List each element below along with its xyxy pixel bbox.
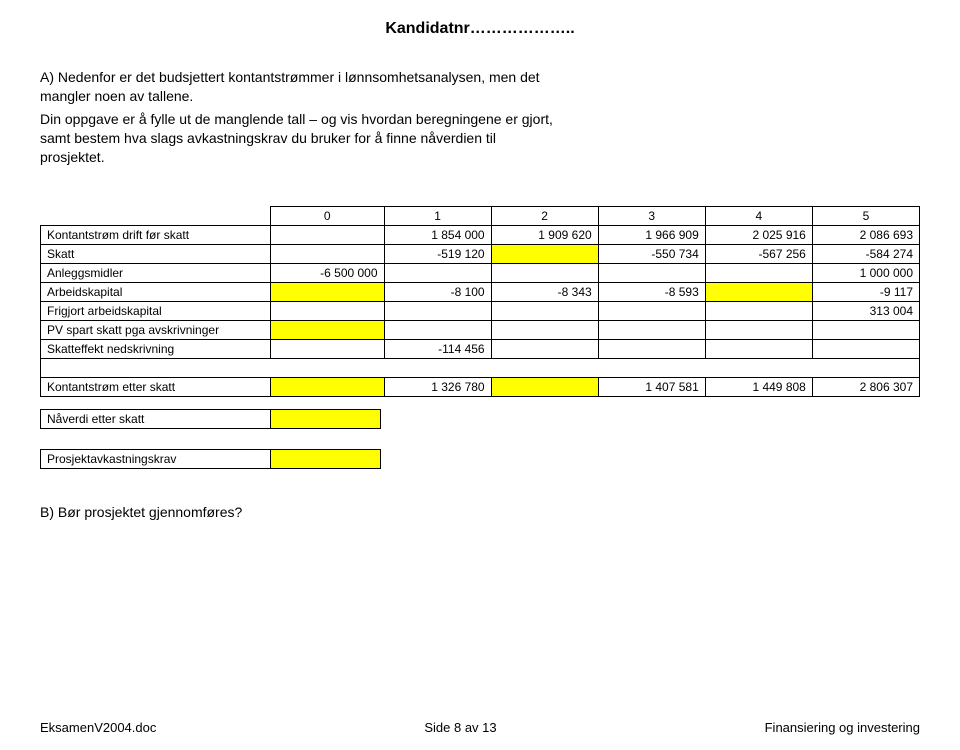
year-4: 4 <box>705 207 812 226</box>
spacer-row <box>41 359 920 378</box>
cell <box>705 340 812 359</box>
krav-table: Prosjektavkastningskrav <box>40 449 381 469</box>
year-5: 5 <box>812 207 919 226</box>
row-label: Arbeidskapital <box>41 283 271 302</box>
intro-paragraph-2: Din oppgave er å fylle ut de manglende t… <box>40 110 560 167</box>
cell: -584 274 <box>812 245 919 264</box>
naverdi-value <box>271 410 381 429</box>
row-label: Kontantstrøm drift før skatt <box>41 226 271 245</box>
row-label: Anleggsmidler <box>41 264 271 283</box>
naverdi-label: Nåverdi etter skatt <box>41 410 271 429</box>
cell <box>271 226 385 245</box>
question-b: B) Bør prosjektet gjennomføres? <box>40 504 920 520</box>
row-label: Skatteffekt nedskrivning <box>41 340 271 359</box>
cell <box>491 245 598 264</box>
cell: 2 086 693 <box>812 226 919 245</box>
cell <box>491 321 598 340</box>
krav-value <box>271 450 381 469</box>
document-page: Kandidatnr……………….. A) Nedenfor er det bu… <box>0 0 960 750</box>
cell <box>491 302 598 321</box>
cell: 1 909 620 <box>491 226 598 245</box>
cell <box>271 378 385 397</box>
cell: -8 100 <box>384 283 491 302</box>
cell <box>598 321 705 340</box>
row-label: PV spart skatt pga avskrivninger <box>41 321 271 340</box>
cell <box>271 245 385 264</box>
cell <box>812 321 919 340</box>
row-drift: Kontantstrøm drift før skatt1 854 0001 9… <box>41 226 920 245</box>
cell: -114 456 <box>384 340 491 359</box>
page-footer: EksamenV2004.doc Side 8 av 13 Finansieri… <box>40 720 920 735</box>
cell <box>598 302 705 321</box>
cell <box>705 302 812 321</box>
cell <box>384 302 491 321</box>
cell <box>384 321 491 340</box>
cell <box>491 264 598 283</box>
cell <box>705 283 812 302</box>
cell: 2 025 916 <box>705 226 812 245</box>
empty-header <box>41 207 271 226</box>
cell: -567 256 <box>705 245 812 264</box>
cell <box>598 340 705 359</box>
cell <box>271 321 385 340</box>
row-pv-spart: PV spart skatt pga avskrivninger <box>41 321 920 340</box>
cell: -8 343 <box>491 283 598 302</box>
footer-center: Side 8 av 13 <box>424 720 496 735</box>
cell <box>491 378 598 397</box>
cell: 1 326 780 <box>384 378 491 397</box>
cell <box>705 321 812 340</box>
intro-paragraph-1: A) Nedenfor er det budsjettert kontantst… <box>40 68 560 106</box>
cell <box>491 340 598 359</box>
row-skatt: Skatt -519 120 -550 734-567 256-584 274 <box>41 245 920 264</box>
cell: -6 500 000 <box>271 264 385 283</box>
cell: 1 966 909 <box>598 226 705 245</box>
year-3: 3 <box>598 207 705 226</box>
cell: 1 449 808 <box>705 378 812 397</box>
row-skatteffekt: Skatteffekt nedskrivning -114 456 <box>41 340 920 359</box>
cell <box>598 264 705 283</box>
cell: 313 004 <box>812 302 919 321</box>
year-0: 0 <box>271 207 385 226</box>
cell: -8 593 <box>598 283 705 302</box>
naverdi-table: Nåverdi etter skatt <box>40 409 381 429</box>
cell: -550 734 <box>598 245 705 264</box>
cell: 2 806 307 <box>812 378 919 397</box>
cell: -9 117 <box>812 283 919 302</box>
row-frigjort: Frigjort arbeidskapital 313 004 <box>41 302 920 321</box>
cell: -519 120 <box>384 245 491 264</box>
intro-text: A) Nedenfor er det budsjettert kontantst… <box>40 68 560 166</box>
year-1: 1 <box>384 207 491 226</box>
cell <box>271 283 385 302</box>
cell: 1 407 581 <box>598 378 705 397</box>
cell <box>384 264 491 283</box>
cell <box>812 340 919 359</box>
row-etter-skatt: Kontantstrøm etter skatt 1 326 780 1 407 5… <box>41 378 920 397</box>
cell <box>705 264 812 283</box>
year-2: 2 <box>491 207 598 226</box>
page-header: Kandidatnr……………….. <box>40 20 920 38</box>
row-anlegg: Anleggsmidler-6 500 000 1 000 000 <box>41 264 920 283</box>
row-label: Kontantstrøm etter skatt <box>41 378 271 397</box>
row-label: Frigjort arbeidskapital <box>41 302 271 321</box>
row-label: Skatt <box>41 245 271 264</box>
cell: 1 854 000 <box>384 226 491 245</box>
cell <box>271 340 385 359</box>
footer-right: Finansiering og investering <box>765 720 920 735</box>
cell: 1 000 000 <box>812 264 919 283</box>
footer-left: EksamenV2004.doc <box>40 720 156 735</box>
krav-label: Prosjektavkastningskrav <box>41 450 271 469</box>
cashflow-table: 0 1 2 3 4 5 Kontantstrøm drift før skatt… <box>40 206 920 397</box>
cell <box>271 302 385 321</box>
year-header-row: 0 1 2 3 4 5 <box>41 207 920 226</box>
row-arbeidskapital: Arbeidskapital -8 100-8 343-8 593 -9 117 <box>41 283 920 302</box>
